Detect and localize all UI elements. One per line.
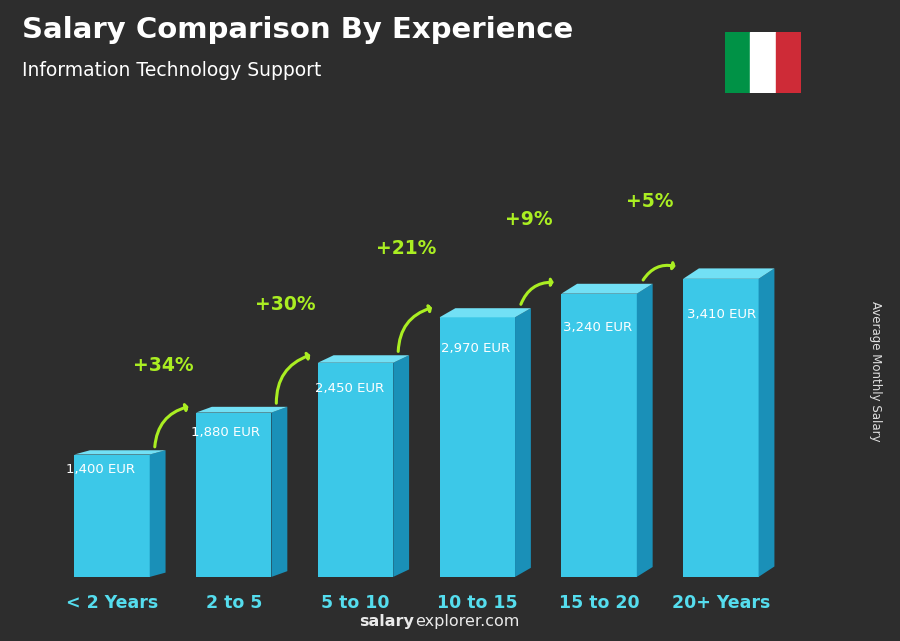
Text: 1,880 EUR: 1,880 EUR [191,426,260,439]
FancyBboxPatch shape [562,294,637,577]
FancyBboxPatch shape [439,317,515,577]
Text: +9%: +9% [505,210,553,229]
Text: +5%: +5% [626,192,674,211]
Text: explorer.com: explorer.com [415,615,519,629]
Polygon shape [515,308,531,577]
Text: salary: salary [359,615,414,629]
FancyBboxPatch shape [318,363,393,577]
Polygon shape [759,269,774,577]
FancyBboxPatch shape [196,413,272,577]
Bar [724,32,750,93]
Text: 3,410 EUR: 3,410 EUR [687,308,756,321]
Text: Information Technology Support: Information Technology Support [22,61,322,80]
Text: 2,450 EUR: 2,450 EUR [315,382,384,395]
Text: +30%: +30% [255,295,315,314]
Text: 3,240 EUR: 3,240 EUR [562,321,632,334]
Polygon shape [196,407,287,413]
Text: +34%: +34% [133,356,194,375]
FancyBboxPatch shape [683,279,759,577]
Polygon shape [318,355,410,363]
Bar [776,32,801,93]
Text: Average Monthly Salary: Average Monthly Salary [869,301,882,442]
Text: 2,970 EUR: 2,970 EUR [441,342,510,355]
Polygon shape [272,407,287,577]
Polygon shape [439,308,531,317]
Polygon shape [637,284,652,577]
FancyBboxPatch shape [74,454,149,577]
Polygon shape [393,355,410,577]
Text: Salary Comparison By Experience: Salary Comparison By Experience [22,16,574,44]
Text: +21%: +21% [376,239,436,258]
Polygon shape [74,450,166,454]
Polygon shape [562,284,652,294]
Polygon shape [149,450,166,577]
Text: 1,400 EUR: 1,400 EUR [66,463,135,476]
Bar [750,32,776,93]
Polygon shape [683,269,774,279]
